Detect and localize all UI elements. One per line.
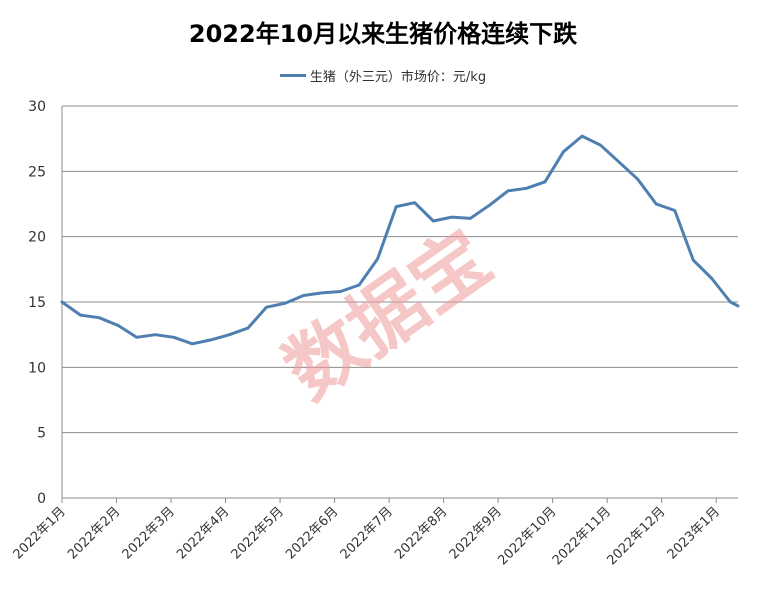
x-tick-label: 2022年8月	[392, 504, 450, 562]
gridlines	[62, 105, 738, 434]
x-tick-labels: 2022年1月2022年2月2022年3月2022年4月2022年5月2022年…	[11, 504, 723, 568]
y-tick-label: 30	[28, 99, 46, 115]
series-lines	[60, 134, 740, 346]
x-tick-label: 2022年12月	[604, 504, 668, 568]
x-tick-label: 2022年5月	[229, 504, 287, 562]
x-tick-label: 2022年3月	[120, 504, 178, 562]
x-tick-label: 2022年2月	[65, 504, 123, 562]
y-tick-label: 10	[28, 360, 46, 376]
chart-title: 2022年10月以来生猪价格连续下跌	[188, 20, 578, 48]
y-tick-label: 15	[28, 295, 46, 311]
x-tick-label: 2022年7月	[338, 504, 396, 562]
y-tick-label: 0	[37, 491, 46, 507]
legend-swatch	[279, 74, 306, 77]
y-tick-label: 5	[37, 426, 46, 442]
y-tick-label: 25	[28, 164, 46, 180]
series-line	[60, 134, 740, 346]
legend: 生猪（外三元）市场价：元/kg	[0, 66, 766, 85]
watermark: 数据宝	[269, 212, 507, 416]
y-tick-labels: 0 5 10 15 20 25 30	[28, 99, 46, 507]
x-tick-label: 2023年1月	[665, 504, 723, 562]
x-tick-label: 2022年4月	[174, 504, 232, 562]
y-tick-label: 20	[28, 230, 46, 246]
watermark-text: 数据宝	[269, 212, 507, 416]
x-tick-label: 2022年6月	[283, 504, 341, 562]
x-tick-label: 2022年1月	[11, 504, 69, 562]
x-tick-label: 2022年9月	[447, 504, 505, 562]
legend-label: 生猪（外三元）市场价：元/kg	[309, 70, 487, 85]
